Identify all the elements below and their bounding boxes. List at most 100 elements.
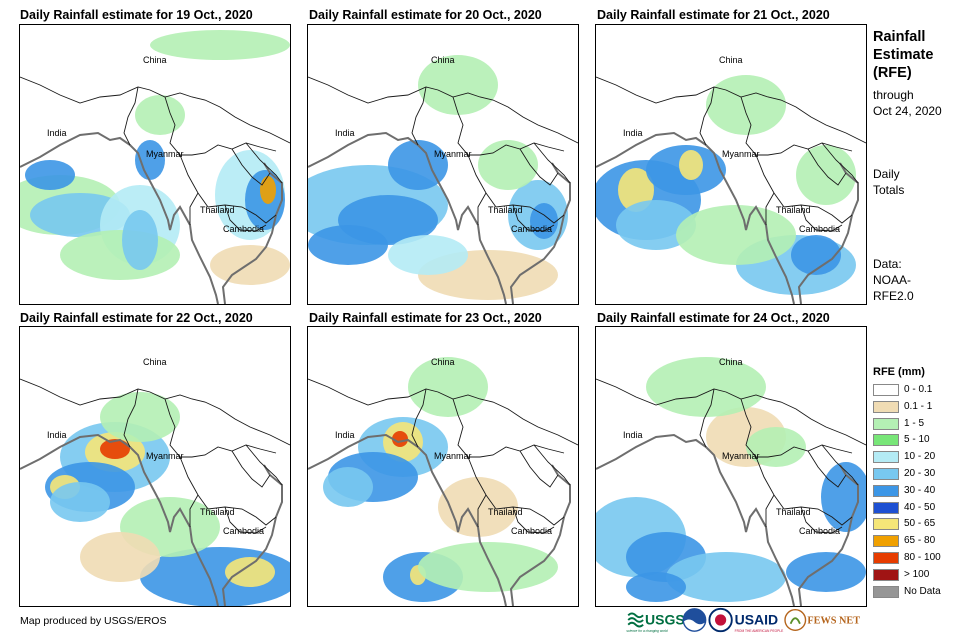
sidebar-daily-line2: Totals [873, 183, 905, 197]
usaid-logo-text: USAID [735, 612, 779, 628]
legend-item: 50 - 65 [873, 518, 963, 531]
rain-area [260, 176, 276, 204]
legend-item: 30 - 40 [873, 484, 963, 498]
country-border [740, 398, 853, 458]
place-label-china: China [431, 357, 455, 367]
legend-item: > 100 [873, 568, 963, 582]
country-border [123, 86, 139, 146]
rainfall-map-20: China India Myanmar Thailand Cambodia [307, 24, 579, 305]
legend-label: 0 - 0.1 [904, 384, 933, 395]
place-label-china: China [143, 55, 167, 65]
rain-area [746, 427, 806, 467]
sidebar-title-line2: Estimate [873, 47, 934, 63]
country-border [807, 450, 847, 488]
legend-label: No Data [904, 585, 941, 597]
legend-item: 80 - 100 [873, 552, 963, 565]
rain-area [530, 203, 558, 239]
country-border [519, 148, 559, 186]
rain-area [80, 532, 160, 582]
rain-area [308, 225, 388, 265]
legend-label: 5 - 10 [904, 434, 930, 446]
map-svg [308, 327, 578, 606]
country-border [800, 204, 843, 232]
place-label-thailand: Thailand [776, 507, 811, 517]
legend-item: 5 - 10 [873, 434, 963, 447]
sidebar-title-line1: Rainfall [873, 29, 926, 45]
place-label-thailand: Thailand [488, 205, 523, 215]
coastline [221, 464, 283, 606]
country-border [807, 148, 847, 186]
country-border [224, 506, 267, 534]
rain-area [438, 477, 518, 537]
legend-swatch [873, 518, 899, 531]
legend-label: 1 - 5 [904, 417, 925, 429]
place-label-myanmar: Myanmar [722, 149, 760, 159]
coastline [509, 162, 571, 304]
rain-area [418, 55, 498, 115]
rain-area [408, 357, 488, 417]
rain-area [616, 200, 696, 250]
panel-title-22: Daily Rainfall estimate for 22 Oct., 202… [20, 311, 253, 325]
sidebar-daily: Daily Totals [873, 166, 904, 198]
legend-label: 80 - 100 [904, 552, 941, 563]
place-label-myanmar: Myanmar [434, 451, 472, 461]
country-border [189, 192, 199, 225]
legend-label: 50 - 65 [904, 518, 936, 530]
sidebar-title: Rainfall Estimate (RFE) [873, 28, 933, 82]
usgs-logo-tagline: science for a changing world [626, 629, 667, 633]
usgs-logo: USGS science for a changing world [626, 612, 684, 633]
country-border [821, 142, 859, 184]
sidebar-data-line2: NOAA- [873, 273, 912, 287]
country-border [740, 96, 853, 156]
coastline [20, 131, 219, 304]
legend-swatch [873, 384, 899, 396]
rain-area [225, 557, 275, 587]
usaid-logo: USAID FROM THE AMERICAN PEOPLE [708, 607, 784, 633]
legend-item: 1 - 5 [873, 417, 963, 431]
place-label-india: India [47, 128, 67, 138]
country-border [123, 388, 139, 448]
country-border [164, 96, 277, 156]
legend-item: 65 - 80 [873, 535, 963, 548]
map-svg [596, 25, 866, 304]
rain-area [388, 140, 448, 190]
rain-area [478, 140, 538, 190]
legend-label: 20 - 30 [904, 468, 936, 479]
country-border [189, 494, 199, 527]
place-label-cambodia: Cambodia [511, 526, 553, 536]
panel-title-21: Daily Rainfall estimate for 21 Oct., 202… [597, 8, 830, 22]
rain-area [418, 542, 558, 592]
legend-swatch [873, 451, 899, 464]
rainfall-map-19: China India Myanmar Thailand Cambodia [19, 24, 291, 305]
legend-swatch [873, 501, 899, 514]
rain-area [646, 357, 766, 417]
legend-item: No Data [873, 585, 963, 599]
place-label-myanmar: Myanmar [146, 451, 184, 461]
country-border [452, 96, 565, 156]
rain-area [388, 235, 468, 275]
country-border [411, 86, 427, 146]
agency-logos: USGS science for a changing world USAID … [626, 607, 860, 633]
country-border [519, 450, 559, 488]
fewsnet-logo: FEWS NET [784, 609, 860, 631]
rainfall-map-23: China India Myanmar Thailand Cambodia [307, 326, 579, 607]
rain-area [323, 467, 373, 507]
sidebar-data-source: Data: NOAA- RFE2.0 [873, 256, 914, 304]
place-label-thailand: Thailand [776, 205, 811, 215]
rain-area [100, 439, 130, 459]
country-border [164, 398, 277, 458]
rain-area [50, 482, 110, 522]
map-credit: Map produced by USGS/EROS [20, 615, 167, 627]
country-border [512, 204, 555, 232]
map-svg [308, 25, 578, 304]
rain-area [821, 462, 866, 532]
coastline [797, 464, 859, 606]
noaa-logo [682, 608, 707, 632]
legend-item: 0.1 - 1 [873, 400, 963, 414]
rain-area [706, 75, 786, 135]
panel-title-20: Daily Rainfall estimate for 20 Oct., 202… [309, 8, 542, 22]
country-border [765, 494, 775, 527]
sidebar-date: Oct 24, 2020 [873, 104, 942, 118]
place-label-myanmar: Myanmar [146, 149, 184, 159]
rain-area [786, 552, 866, 592]
